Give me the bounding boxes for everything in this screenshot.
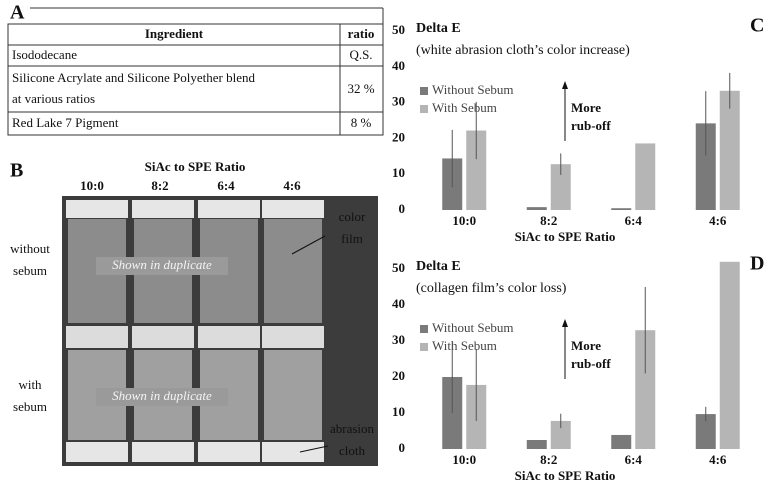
cloth-strip (132, 200, 194, 218)
callout: cloth (339, 443, 365, 458)
cloth-strip (262, 326, 324, 348)
x-tick-label: 8:2 (540, 213, 557, 228)
legend-swatch (420, 87, 428, 95)
cell: Silicone Acrylate and Silicone Polyether… (12, 70, 255, 85)
charts: 0 10 20 30 40 50 Delta E (white abrasion cloth’… (392, 15, 764, 483)
bar (527, 207, 547, 210)
y-tick-label: 50 (392, 22, 405, 37)
callout: film (341, 231, 363, 246)
cloth-strip (198, 442, 260, 462)
legend-swatch (420, 105, 428, 113)
legend-label: With Sebum (432, 338, 497, 353)
row-label: sebum (13, 399, 47, 414)
ingredient-table: A Ingredient ratio Isododecane Q.S. Sili… (8, 2, 383, 135)
y-tick-label: 30 (392, 332, 405, 347)
cell: Q.S. (349, 47, 372, 62)
x-tick-label: 10:0 (452, 452, 476, 467)
x-tick-label: 10:0 (452, 213, 476, 228)
film-tile (264, 350, 322, 440)
cell: at various ratios (12, 91, 95, 106)
photo-title: SiAc to SPE Ratio (145, 159, 246, 174)
cloth-strip (198, 200, 260, 218)
arrowhead (562, 81, 568, 89)
cell: Red Lake 7 Pigment (12, 115, 119, 130)
bar (611, 435, 631, 449)
x-tick-label: 4:6 (709, 213, 727, 228)
bar (720, 262, 740, 449)
chart-subtitle: (white abrasion cloth’s color increase) (416, 43, 630, 58)
panel-letter: A (10, 2, 25, 24)
cell: 32 % (347, 81, 374, 96)
y-tick-label: 40 (392, 58, 405, 73)
photo-panel: B SiAc to SPE Ratio 10:0 8:2 6:4 4:6 wit… (10, 159, 378, 466)
legend-swatch (420, 325, 428, 333)
chart-subtitle: (collagen film’s color loss) (416, 281, 567, 296)
panel-letter: C (750, 15, 764, 37)
column-label: 8:2 (151, 178, 168, 193)
y-tick-label: 0 (399, 201, 406, 216)
bar (527, 440, 547, 449)
y-tick-label: 10 (392, 165, 405, 180)
y-tick-label: 40 (392, 296, 405, 311)
x-tick-label: 6:4 (625, 213, 643, 228)
cloth-strip (132, 326, 194, 348)
column-label: 10:0 (80, 178, 104, 193)
column-label: 4:6 (283, 178, 301, 193)
y-tick-label: 20 (392, 368, 405, 383)
cloth-strip (262, 442, 324, 462)
x-tick-label: 8:2 (540, 452, 557, 467)
x-tick-label: 6:4 (625, 452, 643, 467)
column-label: 6:4 (217, 178, 235, 193)
y-tick-label: 30 (392, 94, 405, 109)
panel-letter: D (750, 253, 764, 275)
bar (635, 143, 655, 210)
annotation: More (571, 338, 601, 353)
chart-title: Delta E (416, 21, 461, 36)
cloth-strip (132, 442, 194, 462)
y-tick-label: 50 (392, 260, 405, 275)
overlay-text: Shown in duplicate (112, 257, 212, 272)
legend-label: Without Sebum (432, 82, 513, 97)
cell: 8 % (351, 115, 372, 130)
legend-label: With Sebum (432, 100, 497, 115)
cloth-strip (66, 442, 128, 462)
bar (611, 208, 631, 210)
cloth-strip (198, 326, 260, 348)
y-tick-label: 20 (392, 129, 405, 144)
figure: A Ingredient ratio Isododecane Q.S. Sili… (0, 0, 768, 484)
legend-label: Without Sebum (432, 320, 513, 335)
cloth-strip (66, 200, 128, 218)
y-tick-label: 10 (392, 404, 405, 419)
cloth-strip (66, 326, 128, 348)
overlay-text: Shown in duplicate (112, 388, 212, 403)
row-label: sebum (13, 263, 47, 278)
annotation: rub-off (571, 356, 611, 371)
x-tick-label: 4:6 (709, 452, 727, 467)
cloth-strip (262, 200, 324, 218)
y-tick-label: 0 (399, 440, 406, 455)
annotation: rub-off (571, 118, 611, 133)
film-tile (264, 219, 322, 323)
legend-swatch (420, 343, 428, 351)
panel-letter: B (10, 160, 23, 182)
callout: abrasion (330, 421, 375, 436)
callout: color (339, 209, 366, 224)
arrowhead (562, 319, 568, 327)
row-label: with (18, 377, 42, 392)
annotation: More (571, 100, 601, 115)
header-cell: Ingredient (145, 26, 204, 41)
header-cell: ratio (348, 26, 375, 41)
x-axis-label: SiAc to SPE Ratio (515, 468, 616, 483)
row-label: without (10, 241, 50, 256)
cell: Isododecane (12, 47, 77, 62)
x-axis-label: SiAc to SPE Ratio (515, 229, 616, 244)
chart-title: Delta E (416, 259, 461, 274)
